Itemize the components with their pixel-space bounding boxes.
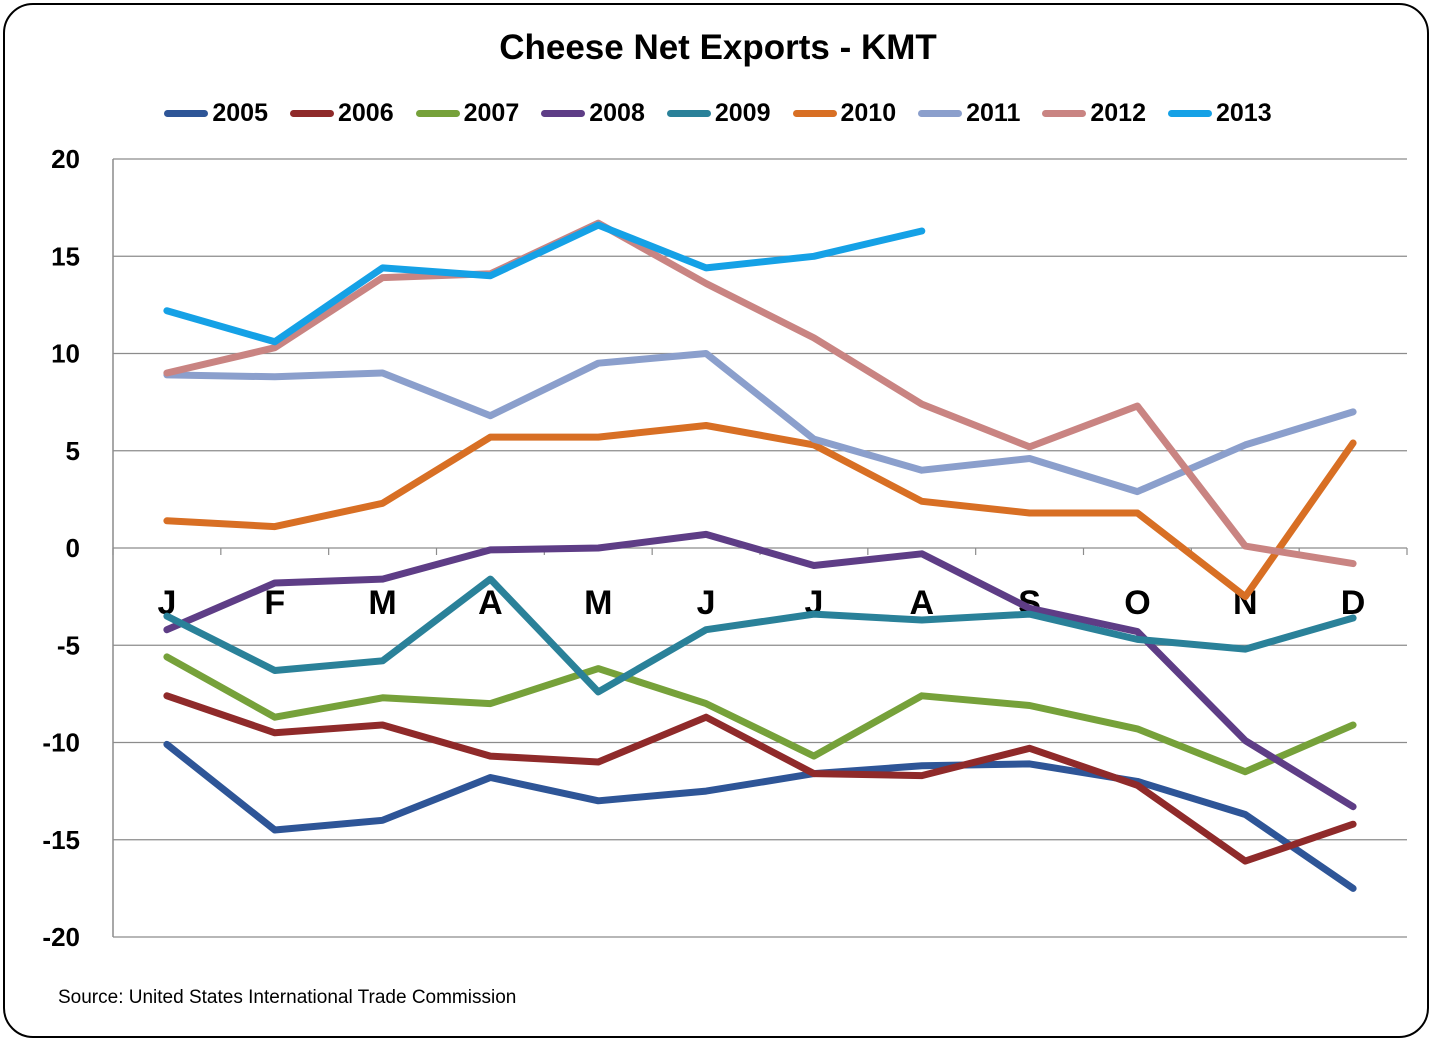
legend-label: 2010: [840, 98, 897, 127]
legend-item-2005: 2005: [164, 99, 268, 128]
legend-item-2007: 2007: [415, 98, 520, 128]
legend-swatch: [792, 109, 837, 117]
legend-item-2013: 2013: [1168, 99, 1272, 128]
legend-label: 2008: [589, 98, 645, 127]
legend-swatch: [164, 109, 209, 117]
legend-item-2009: 2009: [666, 98, 771, 128]
legend-item-2006: 2006: [290, 99, 394, 128]
series-line-2006: [163, 692, 1357, 865]
y-tick-label: -20: [42, 922, 80, 952]
legend-swatch: [1042, 109, 1087, 117]
legend-swatch: [666, 109, 711, 117]
series-line-2005: [163, 740, 1357, 892]
series-line-2010: [163, 422, 1357, 601]
chart-title: Cheese Net Exports - KMT: [499, 28, 937, 67]
legend-swatch: [415, 109, 460, 117]
legend-label: 2012: [1090, 98, 1146, 127]
series-line-2007: [163, 653, 1357, 776]
x-tick-label: F: [264, 584, 285, 622]
series-line-2009: [163, 575, 1357, 696]
x-tick-label: J: [697, 584, 716, 622]
chart-frame: [3, 3, 1429, 1038]
legend-swatch: [1168, 109, 1212, 117]
series-line-2012: [163, 219, 1357, 568]
x-tick-label: M: [584, 584, 612, 622]
legend-label: 2009: [714, 98, 771, 127]
x-tick-label: A: [909, 584, 934, 622]
legend-label: 2006: [338, 98, 394, 127]
legend-label: 2011: [966, 98, 1021, 127]
y-tick-label: 0: [66, 533, 80, 563]
x-tick-label: O: [1124, 584, 1150, 622]
legend-item-2010: 2010: [792, 98, 897, 128]
y-tick-label: 5: [66, 436, 80, 466]
y-tick-label: 20: [51, 144, 80, 174]
y-tick-label: 10: [51, 339, 80, 369]
series-line-2013: [163, 221, 926, 346]
legend-item-2008: 2008: [541, 99, 645, 128]
y-tick-label: -10: [42, 728, 80, 758]
y-tick-label: -5: [57, 630, 80, 660]
legend-swatch: [918, 109, 963, 117]
x-tick-label: M: [368, 584, 396, 622]
legend-swatch: [541, 109, 586, 117]
legend-label: 2013: [1216, 98, 1272, 127]
legend-item-2012: 2012: [1042, 99, 1146, 128]
legend-swatch: [290, 109, 334, 117]
y-tick-label: -15: [42, 825, 80, 855]
series-line-2011: [163, 350, 1357, 496]
source-note: Source: United States International Trad…: [58, 987, 517, 1008]
x-tick-label: J: [157, 584, 176, 622]
y-tick-label: 15: [51, 241, 80, 271]
series-line-2008: [163, 530, 1357, 811]
legend-item-2011: 2011: [918, 99, 1020, 128]
legend-label: 2005: [212, 98, 268, 127]
legend: 2005 2006 2007 2008 2009 2010 2011 2012 2013: [0, 96, 1436, 130]
legend-label: 2007: [463, 98, 520, 127]
